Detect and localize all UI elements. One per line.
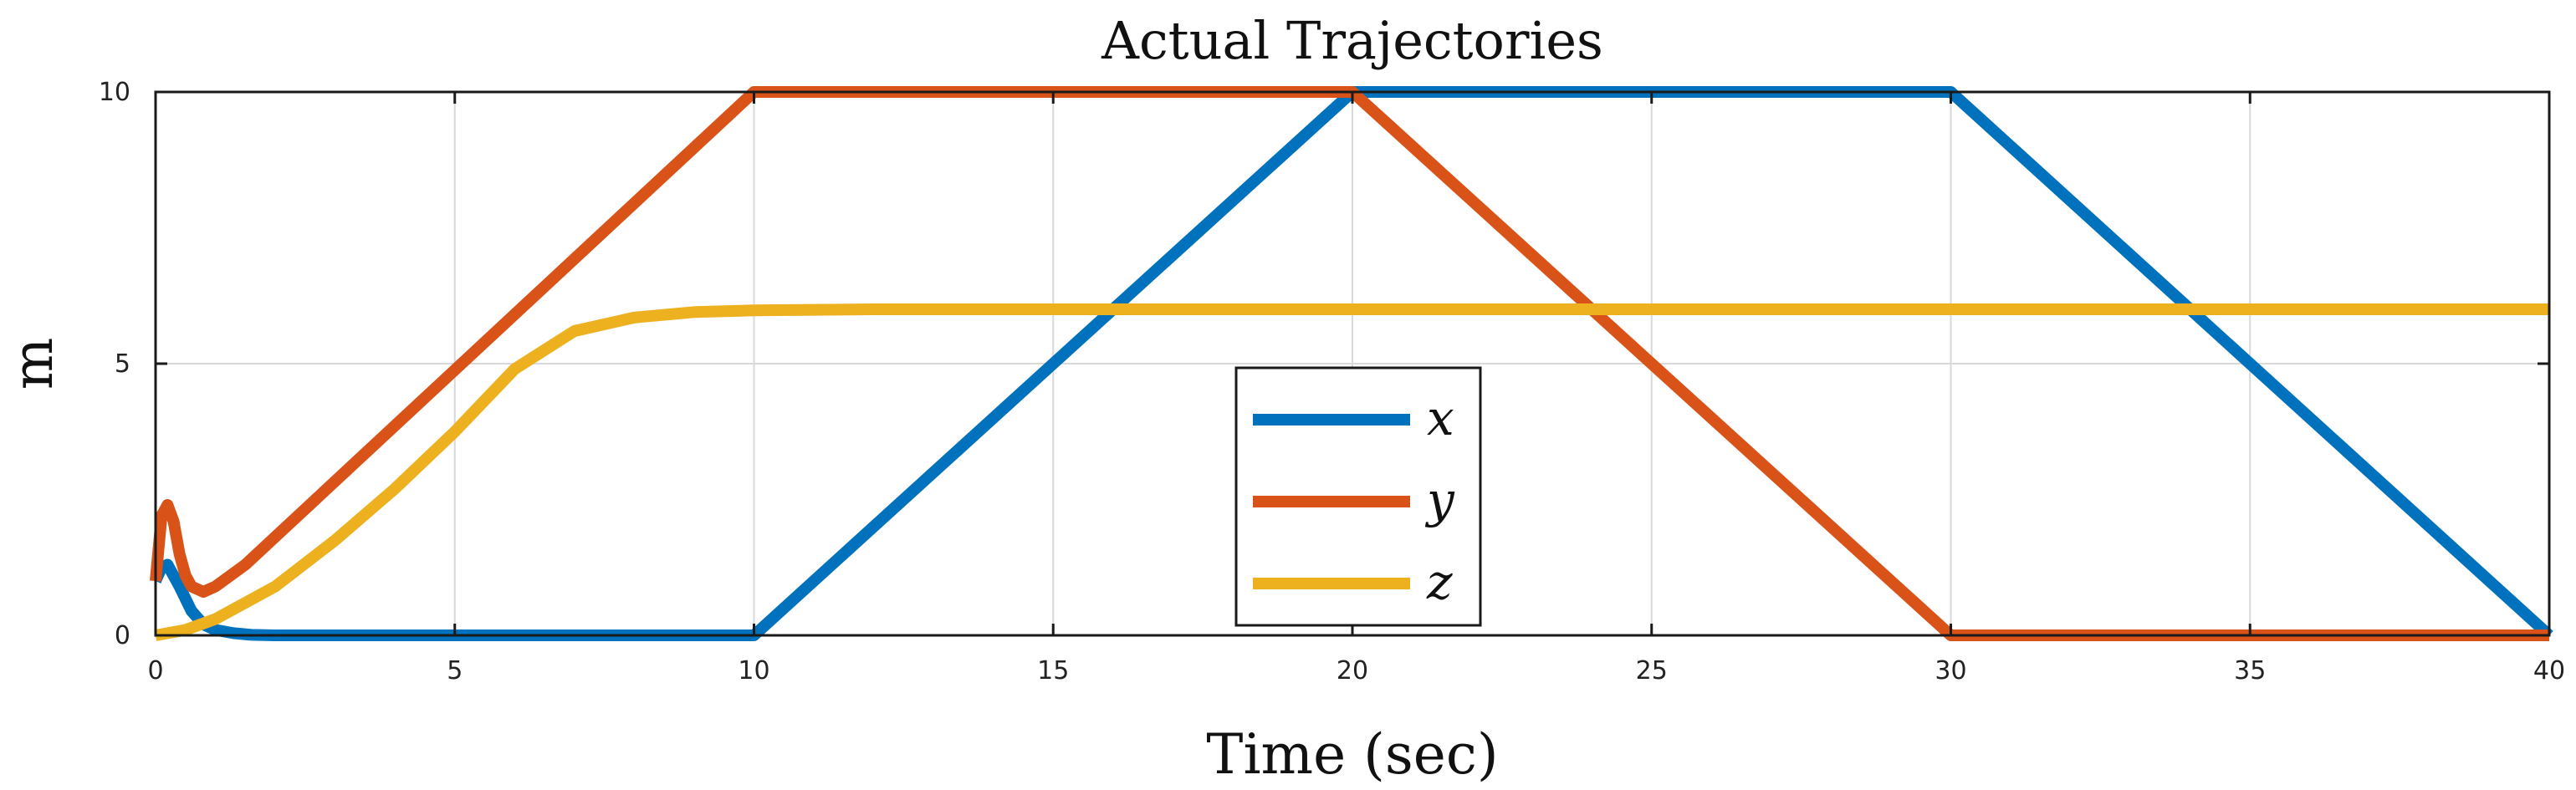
x-tick-label: 0: [147, 656, 163, 686]
y-tick-label: 5: [115, 349, 130, 379]
x-tick-label: 35: [2234, 656, 2266, 686]
legend-label-z: z: [1426, 553, 1453, 610]
chart-title: Actual Trajectories: [1101, 10, 1603, 71]
x-tick-label: 20: [1337, 656, 1368, 686]
x-tick-label: 5: [447, 656, 463, 686]
y-tick-label: 10: [99, 78, 130, 107]
y-axis-label: m: [1, 338, 65, 390]
legend-label-y: y: [1424, 471, 1455, 528]
series-line-x: [150, 86, 2553, 641]
ticks: 0 5 10 15 20 25 30 35 40 0 5 10: [99, 78, 2565, 686]
x-axis-label: Time (sec): [1206, 722, 1498, 787]
x-tick-label: 15: [1037, 656, 1069, 686]
y-tick-label: 0: [115, 621, 130, 650]
x-tick-label: 25: [1636, 656, 1668, 686]
x-tick-label: 10: [738, 656, 769, 686]
series-line-z: [154, 303, 2549, 641]
x-tick-label: 30: [1935, 656, 1966, 686]
x-tick-label: 40: [2533, 656, 2565, 686]
legend-label-x: x: [1427, 390, 1454, 446]
legend: xyz: [1234, 366, 1482, 627]
